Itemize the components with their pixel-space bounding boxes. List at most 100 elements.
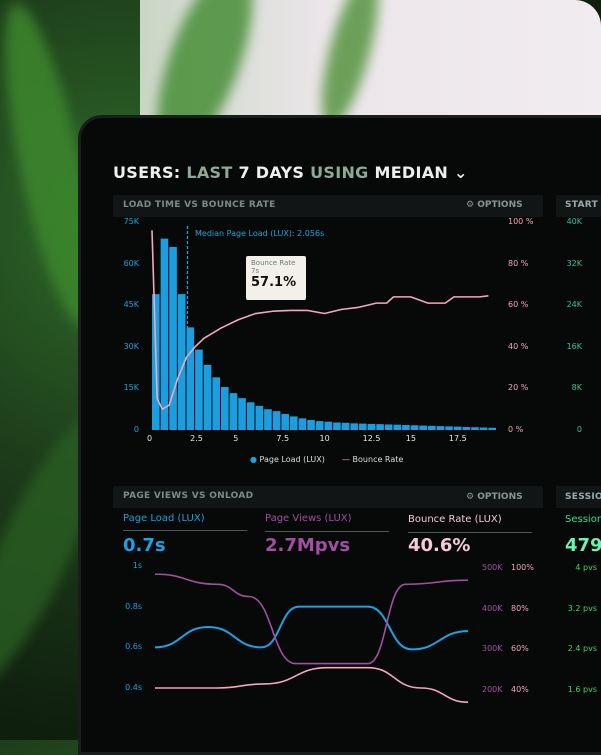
series-line-1 (154, 573, 469, 665)
y-tick-label: 40K (566, 217, 582, 226)
y3-tick-label: 40% (511, 685, 529, 694)
bar (471, 427, 479, 430)
panel-header (556, 486, 601, 508)
bar (246, 402, 255, 430)
panel-title: LOAD TIME VS BOUNCE RATE (123, 200, 276, 210)
bar (462, 426, 471, 430)
y-tick-label: 0.8s (125, 601, 142, 611)
line-icon: — (342, 455, 350, 464)
panel-title: SESSIO (565, 492, 601, 502)
laptop-screen (78, 115, 601, 755)
kpi-label: Bounce Rate (LUX) (408, 514, 502, 525)
tooltip-label: Bounce Rate (251, 259, 296, 267)
bar (229, 393, 238, 430)
page-title[interactable]: USERS: LAST 7 DAYS USING MEDIAN ⌄ (113, 163, 468, 182)
x-tick-label: 15 (405, 434, 416, 443)
x-tick-label: 12.5 (362, 434, 381, 443)
y-tick-label: 0.6s (125, 642, 142, 652)
bar (221, 387, 229, 430)
series-line-0 (154, 605, 469, 651)
tooltip-x: 7s (251, 267, 260, 275)
y2-tick-label: 80 % (508, 258, 529, 268)
y-tick-label: 0.4s (125, 683, 142, 692)
y-tick-label: 3.2 pvs (567, 603, 597, 613)
tooltip: Bounce Rate 7s 57.1% (246, 256, 306, 300)
bar (341, 422, 350, 430)
bar (203, 364, 212, 430)
y3-tick-label: 60% (511, 644, 529, 654)
bar (333, 422, 341, 430)
bar (315, 421, 324, 430)
bar (479, 427, 488, 430)
bar (324, 421, 333, 430)
kpi-value: 40.6% (408, 535, 471, 556)
bar (177, 294, 186, 430)
bar (169, 246, 177, 430)
bar (367, 423, 376, 430)
y-tick-label: 32K (566, 258, 582, 268)
bar (307, 420, 315, 430)
bar (453, 426, 462, 430)
median-label: Median Page Load (LUX): 2.056s (195, 229, 325, 238)
y-tick-label: 0 (133, 425, 139, 434)
panel-title: PAGE VIEWS VS ONLOAD (123, 491, 254, 501)
y3-tick-label: 100% (511, 563, 534, 572)
y-tick-label: 2.4 pvs (567, 644, 597, 654)
legend-item-bounce-rate[interactable]: — Bounce Rate (342, 455, 404, 464)
kpi-value: 2.7Mpvs (265, 535, 351, 556)
bar (445, 426, 453, 430)
bar (290, 416, 298, 430)
y-tick-label: 1s (132, 561, 142, 570)
divider (123, 530, 247, 531)
bar (419, 425, 427, 430)
bar (428, 425, 436, 430)
bar (264, 409, 272, 430)
kpi-label: Page Views (LUX) (265, 513, 352, 524)
bar (436, 426, 445, 430)
x-tick-label: 0 (147, 434, 153, 443)
y2-tick-label: 60 % (508, 300, 529, 310)
legend-item-page-load[interactable]: ● Page Load (LUX) (250, 455, 325, 464)
x-tick-label: 5 (233, 434, 239, 443)
bar (238, 398, 246, 430)
options-button[interactable]: ⚙ OPTIONS (466, 492, 523, 502)
y-tick-label: 30K (123, 341, 139, 351)
y-tick-label: 45K (123, 300, 139, 310)
y2-tick-label: 20 % (508, 383, 529, 393)
panel-header (113, 195, 543, 217)
bar (393, 424, 402, 430)
kpi-label: Page Load (LUX) (123, 513, 205, 524)
y-tick-label: 15K (123, 383, 139, 393)
bar (350, 423, 358, 430)
options-button[interactable]: ⚙ OPTIONS (466, 200, 523, 210)
chevron-down-icon[interactable]: ⌄ (454, 163, 468, 182)
y2-tick-label: 40 % (508, 341, 529, 351)
y2-tick-label: 300K (482, 644, 503, 654)
panel-title: START (565, 200, 599, 210)
x-tick-label: 10 (319, 434, 330, 443)
bar (281, 413, 289, 430)
bar (402, 425, 410, 430)
bar (255, 405, 264, 430)
kpi-value: 0.7s (123, 535, 166, 556)
panel-header (556, 195, 601, 217)
bar (298, 418, 307, 430)
x-tick-label: 7.5 (276, 434, 290, 443)
tooltip-value: 57.1% (251, 275, 297, 290)
y-tick-label: 24K (566, 300, 582, 310)
panel-header (113, 486, 543, 508)
y-tick-label: 60K (123, 258, 139, 268)
y-tick-label: 4 pvs (575, 563, 597, 572)
y-tick-label: 1.6 pvs (567, 685, 597, 694)
y2-tick-label: 500K (482, 563, 503, 572)
y-tick-label: 16K (566, 341, 582, 351)
y2-tick-label: 0 % (508, 425, 524, 434)
kpi-label: Session (565, 514, 601, 525)
x-tick-label: 17.5 (448, 434, 467, 443)
y2-tick-label: 200K (482, 685, 503, 694)
bar (212, 377, 220, 430)
bar (410, 425, 419, 430)
divider (408, 532, 532, 533)
bar (186, 327, 195, 430)
bar (384, 424, 393, 430)
